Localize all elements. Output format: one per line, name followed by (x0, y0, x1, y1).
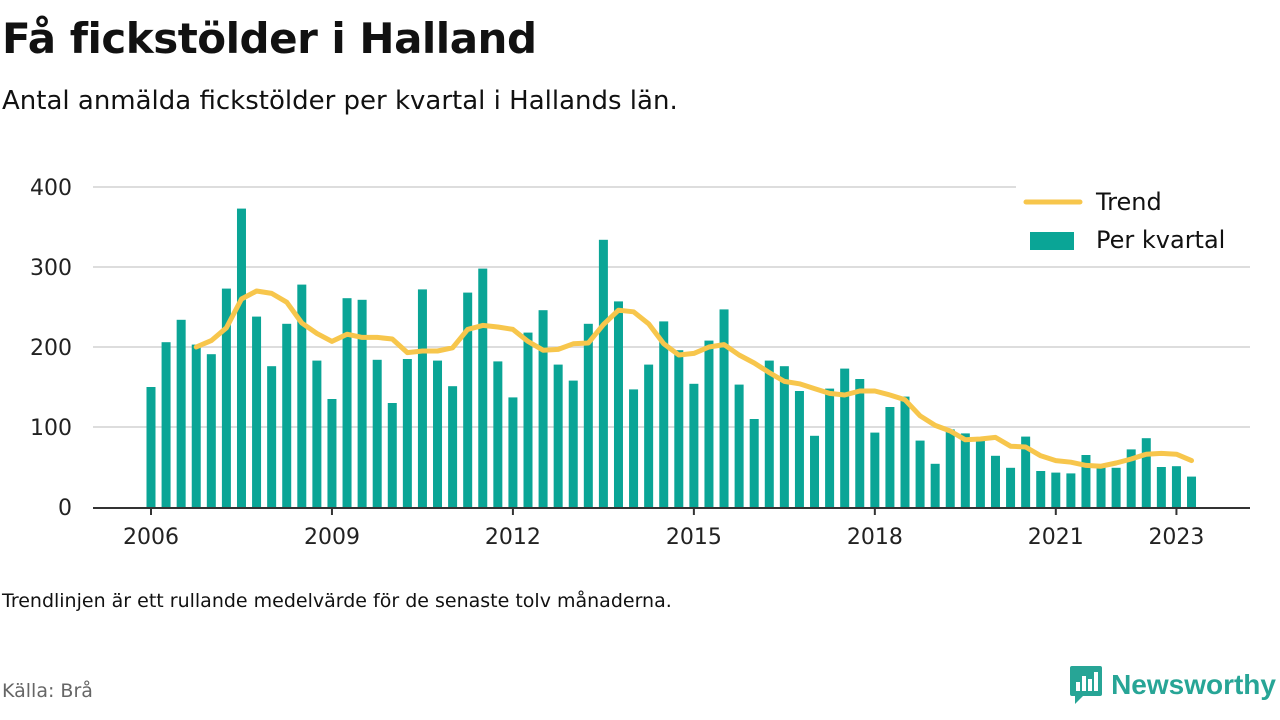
axes: 2006 2009 2012 2015 2018 2021 2023 (93, 507, 1250, 550)
bar (1171, 466, 1181, 507)
y-tick-label: 200 (30, 336, 72, 361)
bar (749, 419, 759, 507)
bar (704, 340, 714, 507)
source-text: Källa: Brå (2, 680, 93, 702)
y-tick-label: 0 (58, 496, 72, 521)
bar (267, 366, 277, 507)
bar (719, 309, 729, 507)
x-tick-label: 2006 (123, 525, 179, 550)
y-tick-label: 400 (30, 176, 72, 201)
bar (433, 360, 443, 507)
bar (930, 463, 940, 507)
bar (1006, 467, 1016, 507)
bar (1096, 467, 1106, 507)
bar (236, 208, 246, 507)
bar (1021, 436, 1031, 507)
bar (538, 310, 548, 507)
bar (312, 360, 322, 507)
x-tick-label: 2015 (666, 525, 722, 550)
bar (825, 388, 835, 507)
bar (1156, 467, 1166, 507)
x-tick-label: 2023 (1148, 525, 1204, 550)
bar (463, 292, 473, 507)
newsworthy-logo: Newsworthy (1069, 664, 1276, 706)
bar (508, 397, 518, 507)
bar (282, 323, 292, 507)
bar (960, 433, 970, 507)
bar (221, 288, 231, 507)
legend-bar-swatch (1030, 232, 1074, 250)
bar (915, 440, 925, 507)
x-tick-label: 2018 (847, 525, 903, 550)
bar (372, 359, 382, 507)
bar (583, 323, 593, 507)
bar (417, 289, 427, 507)
bar (1036, 471, 1046, 507)
x-tick-label: 2009 (304, 525, 360, 550)
x-tick-label: 2012 (485, 525, 541, 550)
bar (1051, 472, 1061, 507)
bar (794, 391, 804, 507)
bar (493, 361, 503, 507)
bar (478, 268, 488, 507)
x-tick-label: 2021 (1028, 525, 1084, 550)
bar (1066, 473, 1076, 507)
bar (1126, 449, 1136, 507)
bar (342, 298, 352, 507)
bar (734, 384, 744, 507)
legend-trend-label: Trend (1095, 188, 1162, 216)
bar (523, 332, 533, 507)
bar (629, 389, 639, 507)
y-tick-label: 100 (30, 416, 72, 441)
bar (885, 407, 895, 507)
chart-title: Få fickstölder i Halland (2, 14, 537, 63)
bar (779, 366, 789, 507)
bar (448, 386, 458, 507)
bar (297, 284, 307, 507)
bar (252, 316, 262, 507)
bar (689, 383, 699, 507)
legend-bar-label: Per kvartal (1096, 226, 1225, 254)
bar (659, 321, 669, 507)
bar (840, 368, 850, 507)
bar (176, 319, 186, 507)
bar (146, 387, 156, 507)
trend-line (193, 288, 1195, 469)
bar (810, 435, 820, 507)
bar (975, 439, 985, 507)
bar (191, 344, 201, 507)
bar (598, 239, 608, 508)
bar (206, 354, 216, 507)
bar (613, 301, 623, 507)
y-tick-label: 300 (30, 256, 72, 281)
bar (1187, 476, 1197, 507)
bar (327, 399, 337, 507)
bar (674, 350, 684, 507)
bar (1141, 438, 1151, 507)
brand-name: Newsworthy (1111, 669, 1276, 700)
bar (568, 380, 578, 507)
bar (1111, 467, 1121, 507)
chart-subtitle: Antal anmälda fickstölder per kvartal i … (2, 86, 678, 116)
bar (553, 364, 563, 507)
footnote: Trendlinjen är ett rullande medelvärde f… (2, 590, 672, 612)
legend: Trend Per kvartal (1016, 182, 1250, 262)
bar (945, 429, 955, 507)
gridlines: 0 100 200 300 400 (30, 176, 1250, 521)
newsworthy-chart-icon (1070, 666, 1103, 704)
bars-per-kvartal (146, 208, 1197, 508)
bar (764, 360, 774, 507)
bar (644, 364, 654, 507)
bar (357, 299, 367, 507)
trend-line-layer (193, 288, 1195, 469)
bar (870, 432, 880, 507)
bar (900, 396, 910, 507)
bar (387, 403, 397, 507)
bar (855, 379, 865, 507)
bar (990, 455, 1000, 507)
bar (402, 359, 412, 507)
bar (161, 342, 171, 507)
bar (1081, 455, 1091, 507)
